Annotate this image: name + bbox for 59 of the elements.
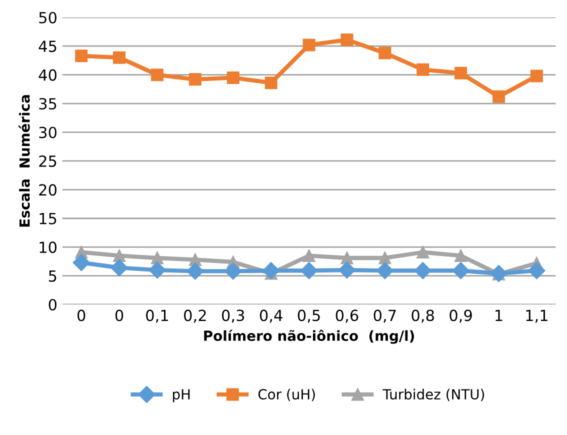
y-tick-label: 40 bbox=[38, 69, 56, 81]
point bbox=[338, 261, 356, 279]
x-tick-label: 0,3 bbox=[222, 310, 244, 323]
point bbox=[75, 50, 88, 62]
x-tick-label: 1 bbox=[496, 310, 502, 321]
y-tick-label: 10 bbox=[40, 242, 56, 254]
point bbox=[72, 254, 90, 272]
x-tick-label: 0,6 bbox=[336, 310, 358, 323]
y-tick-label: 25 bbox=[39, 155, 56, 167]
x-tick-label: 0 bbox=[115, 310, 124, 322]
point bbox=[378, 252, 392, 264]
point bbox=[454, 249, 468, 262]
legend-label: Turbidez (NTU) bbox=[382, 388, 484, 402]
point bbox=[414, 262, 432, 280]
point bbox=[376, 262, 394, 280]
point bbox=[416, 246, 430, 258]
y-tick-label: 5 bbox=[48, 270, 56, 282]
point bbox=[264, 76, 278, 90]
point bbox=[454, 66, 468, 80]
x-tick-label: 1,1 bbox=[526, 310, 548, 323]
point bbox=[302, 249, 316, 262]
point bbox=[188, 73, 202, 86]
point bbox=[300, 262, 318, 280]
y-tick-label: 0 bbox=[48, 298, 56, 311]
point bbox=[492, 90, 505, 103]
point bbox=[262, 262, 280, 280]
point bbox=[113, 51, 126, 64]
x-tick-label: 0,1 bbox=[146, 310, 168, 323]
point bbox=[302, 38, 316, 52]
point bbox=[113, 249, 126, 262]
point bbox=[416, 63, 430, 76]
y-tick-label: 15 bbox=[40, 213, 56, 224]
x-tick-label: 0,4 bbox=[260, 310, 282, 323]
point bbox=[378, 46, 392, 60]
point bbox=[226, 71, 240, 84]
x-tick-label: 0 bbox=[77, 310, 86, 322]
y-tick-label: 20 bbox=[39, 184, 56, 196]
x-tick-label: 0,2 bbox=[184, 310, 206, 323]
point bbox=[148, 261, 166, 279]
y-tick-label: 45 bbox=[38, 40, 56, 52]
point bbox=[340, 34, 354, 46]
point bbox=[224, 262, 242, 280]
legend-label: pH bbox=[172, 389, 190, 402]
x-tick-label: 0,5 bbox=[298, 310, 320, 323]
x-tick-label: 0,8 bbox=[412, 310, 434, 323]
x-tick-label: 0,9 bbox=[450, 310, 472, 323]
legend-label: Cor (uH) bbox=[258, 388, 315, 402]
point bbox=[150, 68, 164, 82]
point bbox=[452, 262, 470, 280]
point bbox=[110, 259, 128, 276]
point bbox=[528, 262, 546, 280]
point bbox=[186, 262, 204, 280]
y-tick-label: 30 bbox=[39, 126, 56, 138]
y-tick-label: 35 bbox=[39, 98, 56, 110]
point bbox=[530, 70, 543, 82]
y-axis-title: Escala Numérica bbox=[18, 95, 30, 227]
x-axis-title: Polímero não-iônico (mg/l) bbox=[204, 330, 414, 344]
y-tick-label: 50 bbox=[39, 12, 56, 24]
x-tick-label: 0,7 bbox=[374, 310, 396, 323]
